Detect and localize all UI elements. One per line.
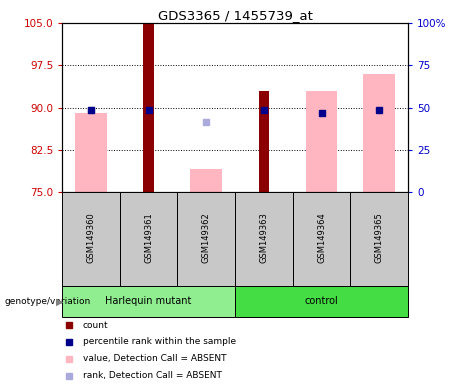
Text: rank, Detection Call = ABSENT: rank, Detection Call = ABSENT	[83, 371, 222, 380]
Text: control: control	[305, 296, 338, 306]
Text: GSM149363: GSM149363	[260, 212, 268, 263]
Text: percentile rank within the sample: percentile rank within the sample	[83, 338, 236, 346]
Text: GSM149361: GSM149361	[144, 212, 153, 263]
Bar	[143, 23, 154, 192]
Text: genotype/variation: genotype/variation	[5, 297, 91, 306]
Text: value, Detection Call = ABSENT: value, Detection Call = ABSENT	[83, 354, 226, 363]
Bar	[350, 192, 408, 286]
Text: Harlequin mutant: Harlequin mutant	[106, 296, 192, 306]
Bar	[363, 74, 395, 192]
Bar	[235, 192, 293, 286]
Text: GSM149364: GSM149364	[317, 212, 326, 263]
Bar	[259, 91, 269, 192]
Bar	[75, 113, 107, 192]
Text: GSM149365: GSM149365	[375, 212, 384, 263]
Bar	[62, 192, 120, 286]
Title: GDS3365 / 1455739_at: GDS3365 / 1455739_at	[158, 9, 313, 22]
Text: GSM149360: GSM149360	[87, 212, 95, 263]
Text: ▶: ▶	[56, 296, 64, 306]
Bar	[293, 192, 350, 286]
Bar	[62, 286, 235, 317]
Text: count: count	[83, 321, 109, 330]
Bar	[120, 192, 177, 286]
Bar	[190, 169, 222, 192]
Bar	[235, 286, 408, 317]
Bar	[177, 192, 235, 286]
Bar	[306, 91, 337, 192]
Text: GSM149362: GSM149362	[202, 212, 211, 263]
